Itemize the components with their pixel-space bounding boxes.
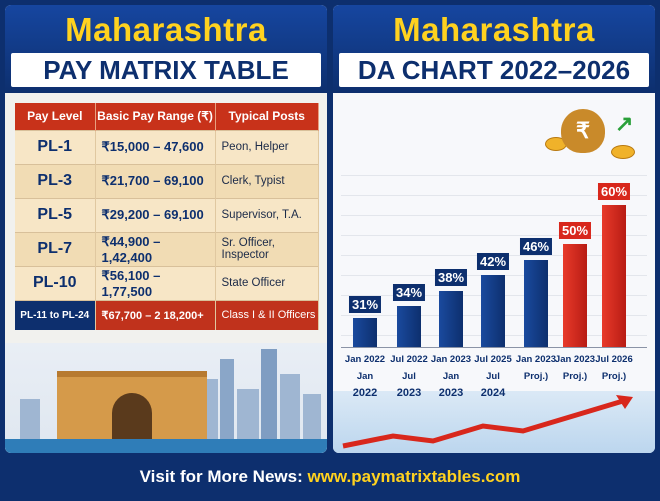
bar (563, 244, 587, 347)
gridline (341, 175, 647, 176)
trend-graph-illustration (333, 391, 655, 453)
pay-range: ₹56,100 – 1,77,500 (95, 265, 216, 300)
pay-range: ₹44,900 – 1,42,400 (95, 231, 216, 266)
x-tick-label: 2023 (438, 387, 464, 399)
col-header: Basic Pay Range (₹) (95, 103, 216, 130)
pay-level: PL-5 (15, 197, 96, 232)
pay-range: ₹15,000 – 47,600 (95, 129, 216, 164)
pay-level: PL-3 (15, 163, 96, 198)
data-label: 50% (558, 222, 592, 239)
bar (353, 318, 377, 347)
x-tick-label: Proj.) (601, 371, 627, 382)
data-label: 46% (519, 237, 553, 255)
mumbai-skyline-illustration (5, 343, 327, 453)
website-link[interactable]: www.paymatrixtables.com (307, 467, 521, 486)
table-row: PL-3 ₹21,700 – 69,100 Clerk, Typist (15, 163, 319, 198)
gridline (341, 195, 647, 196)
typical-posts: Peon, Helper (215, 129, 319, 164)
pay-matrix-panel: Maharashtra PAY MATRIX TABLE Pay Level B… (5, 5, 327, 453)
col-header: Pay Level (15, 103, 96, 130)
x-tick-label: Jul (486, 371, 500, 382)
x-tick-label: 2023 (396, 387, 422, 399)
table-row: PL-5 ₹29,200 – 69,100 Supervisor, T.A. (15, 197, 319, 232)
right-header: Maharashtra DA CHART 2022–2026 (333, 5, 655, 93)
x-tick-label: Jan (356, 371, 374, 382)
table-row: PL-10 ₹56,100 – 1,77,500 State Officer (15, 265, 319, 300)
x-tick-label: 2024 (480, 387, 506, 399)
pay-range: ₹29,200 – 69,100 (95, 197, 216, 232)
table-row: PL-1 ₹15,000 – 47,600 Peon, Helper (15, 129, 319, 164)
typical-posts: Clerk, Typist (215, 163, 319, 198)
pay-level: PL-1 (15, 129, 96, 164)
bar (481, 275, 505, 347)
pay-level: PL-7 (15, 231, 96, 266)
x-tick-label: Jul 2022 (390, 354, 428, 365)
typical-posts: Sr. Officer, Inspector (215, 231, 319, 266)
typical-posts: State Officer (215, 265, 319, 300)
state-title: Maharashtra (393, 11, 595, 48)
da-chart-panel: Maharashtra DA CHART 2022–2026 ₹ ↗ 31% Ja… (333, 5, 655, 453)
x-tick-label: Proj.) (562, 371, 588, 382)
x-tick-label: Jul (402, 371, 416, 382)
pay-range: ₹67,700 – 2 18,200+ (95, 299, 216, 330)
data-label: 38% (434, 268, 468, 286)
pay-level: PL-11 to PL-24 (15, 299, 96, 330)
bar (439, 290, 463, 347)
data-label: 31% (348, 296, 382, 314)
x-axis (341, 347, 647, 348)
gateway-of-india-icon (57, 371, 207, 441)
pay-matrix-table: Pay Level Basic Pay Range (₹) Typical Po… (15, 103, 319, 330)
panel-title: PAY MATRIX TABLE (11, 53, 321, 87)
panel-title: DA CHART 2022–2026 (339, 53, 649, 87)
bar (602, 205, 626, 347)
table-row: PL-7 ₹44,900 – 1,42,400 Sr. Officer, Inspe… (15, 231, 319, 266)
x-tick-label: Jan 2023 (515, 354, 557, 365)
x-tick-label: Jan 2023 (430, 354, 472, 365)
typical-posts: Class I & II Officers (215, 299, 319, 330)
gridline (341, 215, 647, 216)
data-label: 60% (597, 183, 631, 200)
pay-level: PL-10 (15, 265, 96, 300)
bar (524, 259, 548, 347)
typical-posts: Supervisor, T.A. (215, 197, 319, 232)
state-title: Maharashtra (65, 11, 267, 48)
x-tick-label: Jan (442, 371, 460, 382)
x-tick-label: Jul 2026 (595, 354, 633, 365)
x-tick-label: Proj.) (523, 371, 549, 382)
pay-range: ₹21,700 – 69,100 (95, 163, 216, 198)
data-label: 42% (476, 253, 510, 271)
left-header: Maharashtra PAY MATRIX TABLE (5, 5, 327, 93)
bar (397, 306, 421, 347)
data-label: 34% (392, 284, 426, 302)
x-tick-label: Jan 2023 (554, 354, 596, 365)
footer-label: Visit for More News: (139, 467, 303, 486)
table-row: PL-11 to PL-24 ₹67,700 – 2 18,200+ Class I… (15, 299, 319, 330)
footer-banner: Visit for More News: www.paymatrixtables… (5, 458, 655, 496)
x-tick-label: Jan 2022 (344, 354, 386, 365)
gridline (341, 235, 647, 236)
col-header: Typical Posts (215, 103, 319, 130)
x-tick-label: 2022 (352, 387, 378, 399)
x-tick-label: Jul 2025 (474, 354, 512, 365)
